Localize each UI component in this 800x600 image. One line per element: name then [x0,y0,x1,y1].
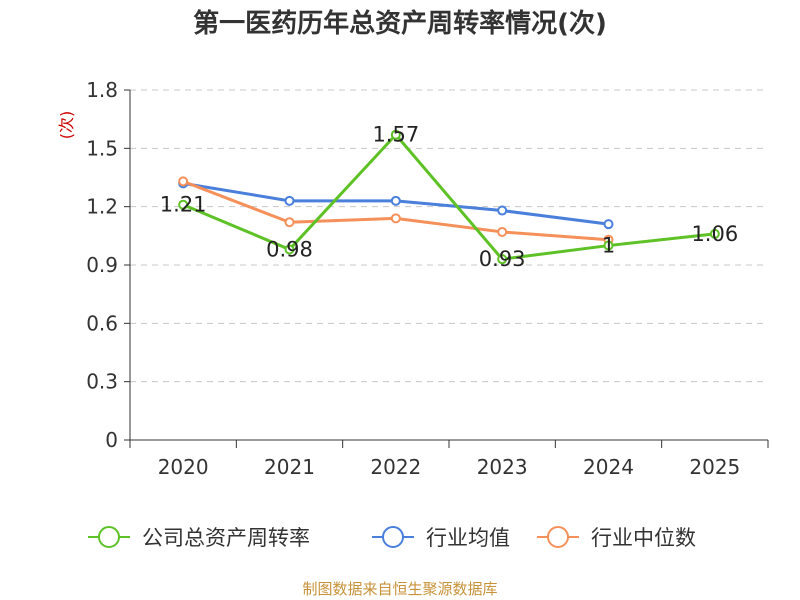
axes: 0 0.3 0.6 0.9 1.2 1.5 1.8 2020 2021 2022 2023 2024 2… [86,78,769,479]
legend-marker [547,526,569,548]
legend-label: 行业中位数 [591,526,696,550]
chart-title: 第一医药历年总资产周转率情况(次) [193,9,607,39]
data-point [390,195,401,206]
series-line [182,133,715,261]
data-point [178,176,189,187]
grid-lines [130,89,768,383]
y-tick-label: 1.5 [86,136,118,160]
y-tick-label: 0.3 [86,370,118,394]
data-point [284,217,295,228]
data-point [284,195,295,206]
data-point [178,199,189,210]
data-labels: 1.21 0.98 1.57 0.93 1 1.06 [160,123,738,271]
x-tick-label: 2025 [689,455,740,479]
data-label: 0.98 [266,237,313,261]
data-point [390,213,401,224]
data-point [390,129,401,140]
x-tick-label: 2023 [477,455,528,479]
data-point [497,205,508,216]
x-tick-label: 2020 [158,455,209,479]
y-tick-label: 0 [105,428,118,452]
legend-marker [382,526,404,548]
legend-label: 公司总资产周转率 [142,526,310,550]
data-point [709,228,720,239]
y-tick-label: 0.6 [86,311,118,335]
data-point [284,244,295,255]
data-point [603,240,614,251]
y-axis-label: (次) [57,111,76,140]
x-tick-label: 2024 [583,455,634,479]
legend[interactable]: 公司总资产周转率 行业均值 行业中位数 [88,526,696,550]
y-tick-label: 1.8 [86,78,118,102]
x-tick-label: 2021 [264,455,315,479]
data-point [603,219,614,230]
y-tick-label: 1.2 [86,195,118,219]
data-label: 1 [602,234,615,258]
x-tick-label: 2022 [370,455,421,479]
data-label: 1.06 [691,222,738,246]
legend-label: 行业均值 [426,526,510,550]
data-point [497,226,508,237]
data-label: 0.93 [479,247,526,271]
source-note: 制图数据来自恒生聚源数据库 [302,580,498,598]
data-label: 1.57 [372,123,419,147]
data-label: 1.21 [160,193,207,217]
y-tick-label: 0.9 [86,253,118,277]
series-lines [178,129,720,265]
data-point [497,254,508,265]
legend-marker [98,526,120,548]
